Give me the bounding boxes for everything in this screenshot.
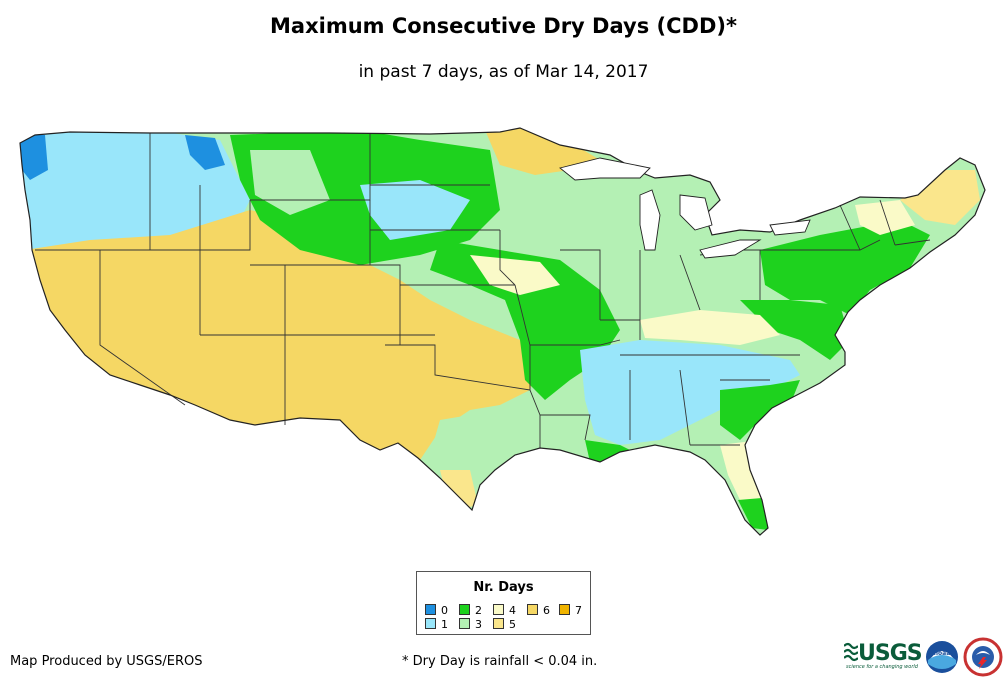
- lake-ontario: [769, 219, 811, 236]
- lake-michigan: [639, 189, 661, 251]
- lake-superior: [559, 157, 651, 181]
- nws-logo-icon: [963, 637, 1003, 677]
- map-credit: Map Produced by USGS/EROS: [10, 654, 203, 669]
- legend: Nr. Days 0 1 2 3 4 5 6 7: [416, 571, 591, 635]
- legend-swatch: [559, 604, 570, 615]
- zone-2-days-midwest-band: [430, 240, 620, 400]
- usgs-tagline: science for a changing world: [846, 664, 918, 670]
- state-boundaries: [35, 133, 931, 448]
- lake-erie: [699, 239, 762, 259]
- usgs-logo-icon: [844, 642, 858, 662]
- legend-item-4: 4: [493, 604, 516, 617]
- usgs-logo-text: USGS: [858, 641, 923, 666]
- zone-0-days-coast: [20, 135, 48, 180]
- legend-label: 2: [475, 604, 482, 617]
- legend-item-3: 3: [459, 618, 482, 631]
- zone-2-days-northeast: [760, 220, 930, 315]
- legend-label: 3: [475, 618, 482, 631]
- noaa-logo-text: noaa: [934, 650, 951, 657]
- zone-2-days-atlantic: [740, 300, 850, 360]
- zone-5-days-south-texas: [440, 470, 478, 508]
- zone-6-days-minnesota: [485, 128, 600, 175]
- us-outline: [19, 127, 986, 536]
- legend-label: 0: [441, 604, 448, 617]
- zone-1-days-dakota: [360, 180, 470, 240]
- great-lakes: [559, 157, 811, 259]
- legend-item-2: 2: [459, 604, 482, 617]
- legend-swatch: [425, 604, 436, 615]
- legend-label: 5: [509, 618, 516, 631]
- zone-4-days-ohio-valley: [640, 310, 780, 345]
- legend-item-5: 5: [493, 618, 516, 631]
- legend-swatch: [425, 618, 436, 629]
- noaa-logo-icon: noaa: [926, 641, 958, 673]
- legend-item-1: 1: [425, 618, 448, 631]
- zone-1-days-northwest: [20, 130, 250, 255]
- legend-item-6: 6: [527, 604, 550, 617]
- zone-5-days-maine: [900, 170, 980, 225]
- legend-swatch: [493, 604, 504, 615]
- map-subtitle: in past 7 days, as of Mar 14, 2017: [358, 62, 649, 82]
- dry-day-footnote: * Dry Day is rainfall < 0.04 in.: [402, 654, 598, 669]
- legend-swatch: [527, 604, 538, 615]
- legend-swatch: [493, 618, 504, 629]
- legend-title: Nr. Days: [473, 580, 534, 595]
- legend-item-0: 0: [425, 604, 448, 617]
- legend-label: 7: [575, 604, 582, 617]
- zone-4-days-vermont: [855, 200, 915, 235]
- zone-3-days-texas: [430, 410, 560, 505]
- legend-label: 6: [543, 604, 550, 617]
- zone-0-days-idaho: [185, 135, 225, 170]
- zone-3-days-montana: [250, 150, 330, 215]
- zone-2-days-florida-tip: [738, 498, 768, 530]
- legend-swatch: [459, 618, 470, 629]
- zone-2-days-carolinas: [720, 380, 800, 440]
- legend-label: 4: [509, 604, 516, 617]
- legend-item-7: 7: [559, 604, 582, 617]
- zone-1-days-southeast: [580, 340, 800, 445]
- legend-swatch: [459, 604, 470, 615]
- lake-huron: [679, 194, 713, 231]
- map-title: Maximum Consecutive Dry Days (CDD)*: [270, 14, 737, 38]
- dry-days-fill: [20, 128, 985, 535]
- legend-label: 1: [441, 618, 448, 631]
